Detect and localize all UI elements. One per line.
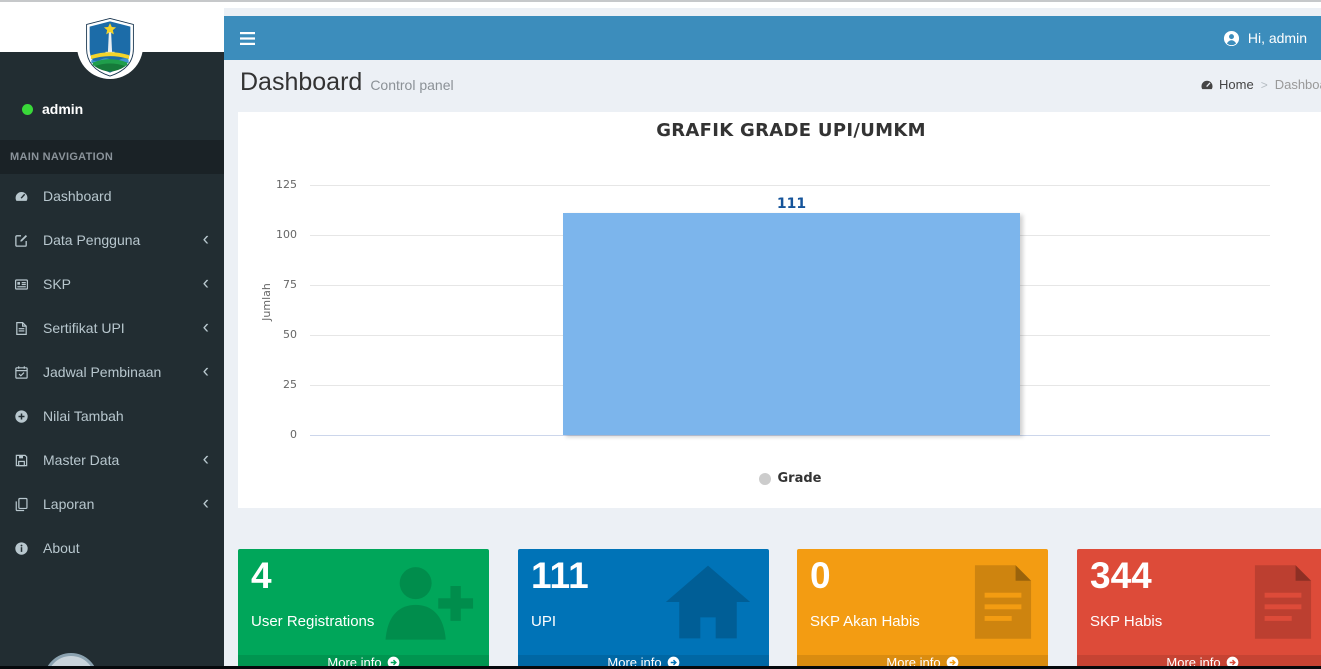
more-info-link[interactable]: More info	[518, 655, 769, 669]
calendar-check-icon	[14, 365, 36, 380]
online-status-dot	[22, 103, 33, 115]
sidebar-item-about[interactable]: About	[0, 526, 224, 570]
y-tick-label: 25	[283, 378, 297, 391]
info-box-value: 111	[531, 555, 589, 596]
info-box-user-registrations: 4 User Registrations More info	[238, 549, 489, 669]
info-box-value: 344	[1090, 555, 1152, 596]
sidebar-item-label: Sertifikat UPI	[43, 320, 125, 336]
chart-title: GRAFIK GRADE UPI/UMKM	[656, 120, 926, 141]
sidebar-item-label: About	[43, 540, 80, 556]
sidebar: admin MAIN NAVIGATION Dashboard Data Pen…	[0, 52, 224, 669]
info-box-label: SKP Akan Habis	[810, 613, 920, 630]
arrow-circle-right-icon	[1226, 656, 1238, 669]
sidebar-item-label: Master Data	[43, 452, 120, 468]
y-tick-label: 75	[283, 278, 297, 291]
east-java-emblem-logo	[86, 17, 134, 77]
sidebar-item-master-data[interactable]: Master Data ‹	[0, 438, 224, 482]
chevron-left-icon: ‹	[202, 273, 209, 294]
file-text-icon	[14, 321, 36, 336]
sidebar-item-label: Nilai Tambah	[43, 408, 124, 424]
breadcrumb: Home > Dashboard	[1200, 77, 1321, 92]
chart-bar-data-label: 111	[776, 196, 807, 212]
sidebar-item-dashboard[interactable]: Dashboard	[0, 174, 224, 218]
logo-box[interactable]: Hi, admin	[0, 8, 1321, 79]
save-icon	[14, 453, 36, 468]
info-box-skp-akan-habis: 0 SKP Akan Habis More info	[797, 549, 1048, 669]
chevron-left-icon: ‹	[202, 361, 209, 382]
info-box-upi: 111 UPI More info	[518, 549, 769, 669]
user-greeting: Hi, admin	[1247, 30, 1307, 46]
breadcrumb-current: Dashboard	[1274, 77, 1321, 92]
more-info-link[interactable]: More info	[797, 655, 1048, 669]
y-tick-label: 125	[276, 178, 297, 191]
more-info-link[interactable]: More info	[1077, 655, 1321, 669]
plus-circle-icon	[14, 409, 36, 424]
sidebar-item-label: SKP	[43, 276, 72, 292]
sidebar-item-label: Data Pengguna	[43, 232, 141, 248]
info-box-value: 4	[251, 555, 272, 596]
id-card-icon	[14, 277, 36, 292]
home-icon	[665, 565, 751, 639]
tachometer-icon	[14, 189, 36, 204]
chart-legend-item[interactable]: Grade	[310, 471, 1270, 486]
edit-icon	[14, 233, 36, 248]
chevron-left-icon: ‹	[202, 449, 209, 470]
breadcrumb-home-link[interactable]: Home	[1200, 77, 1254, 92]
breadcrumb-separator: >	[1260, 77, 1268, 92]
page-title-text: Dashboard	[240, 68, 363, 96]
gridline	[310, 185, 1270, 186]
sidebar-nav-header: MAIN NAVIGATION	[0, 140, 224, 174]
sidebar-user-panel: admin	[0, 94, 224, 124]
sidebar-username: admin	[42, 101, 84, 117]
info-box-skp-habis: 344 SKP Habis More info	[1077, 549, 1321, 669]
more-info-link[interactable]: More info	[238, 655, 489, 669]
info-circle-icon	[14, 541, 36, 556]
page-title: Dashboard Control panel	[240, 68, 454, 97]
y-tick-label: 0	[290, 428, 297, 441]
sidebar-item-label: Dashboard	[43, 188, 112, 204]
chart-panel: GRAFIK GRADE UPI/UMKM Jumlah 125 100 75 …	[238, 112, 1321, 508]
page-subtitle: Control panel	[370, 77, 454, 93]
info-box-label: User Registrations	[251, 613, 375, 630]
user-circle-icon	[1223, 30, 1239, 46]
sidebar-item-label: Jadwal Pembinaan	[43, 364, 162, 380]
file-text-icon	[1254, 565, 1312, 639]
window-top-strip	[0, 0, 1321, 8]
arrow-circle-right-icon	[946, 656, 958, 669]
sidebar-item-nilai-tambah[interactable]: Nilai Tambah	[0, 394, 224, 438]
info-box-label: SKP Habis	[1090, 613, 1163, 630]
sidebar-toggle-button[interactable]	[224, 17, 271, 60]
user-menu[interactable]: Hi, admin	[1223, 30, 1321, 47]
top-navbar: Hi, admin	[224, 16, 1321, 60]
window-bottom-edge	[0, 666, 1321, 669]
arrow-circle-right-icon	[667, 656, 679, 669]
hamburger-icon	[240, 31, 255, 45]
copy-icon	[14, 497, 36, 512]
info-box-value: 0	[810, 555, 831, 596]
legend-marker-icon	[758, 472, 771, 485]
sidebar-item-skp[interactable]: SKP ‹	[0, 262, 224, 306]
info-box-label: UPI	[531, 613, 557, 630]
chevron-left-icon: ‹	[202, 317, 209, 338]
user-plus-icon	[385, 567, 474, 640]
file-text-icon	[974, 565, 1032, 639]
legend-label: Grade	[777, 471, 822, 486]
sidebar-item-jadwal-pembinaan[interactable]: Jadwal Pembinaan ‹	[0, 350, 224, 394]
sidebar-item-data-pengguna[interactable]: Data Pengguna ‹	[0, 218, 224, 262]
sidebar-item-sertifikat-upi[interactable]: Sertifikat UPI ‹	[0, 306, 224, 350]
chevron-left-icon: ‹	[202, 493, 209, 514]
sidebar-item-label: Laporan	[43, 496, 95, 512]
x-axis-line	[310, 435, 1270, 436]
chart-bar-grade[interactable]	[563, 213, 1020, 435]
sidebar-item-laporan[interactable]: Laporan ‹	[0, 482, 224, 526]
gauge-icon	[1201, 80, 1213, 89]
y-tick-label: 100	[276, 228, 297, 241]
arrow-circle-right-icon	[387, 656, 399, 669]
y-tick-label: 50	[283, 328, 297, 341]
sidebar-menu: Dashboard Data Pengguna ‹ SKP ‹ Sertifik…	[0, 174, 224, 570]
chevron-left-icon: ‹	[202, 229, 209, 250]
